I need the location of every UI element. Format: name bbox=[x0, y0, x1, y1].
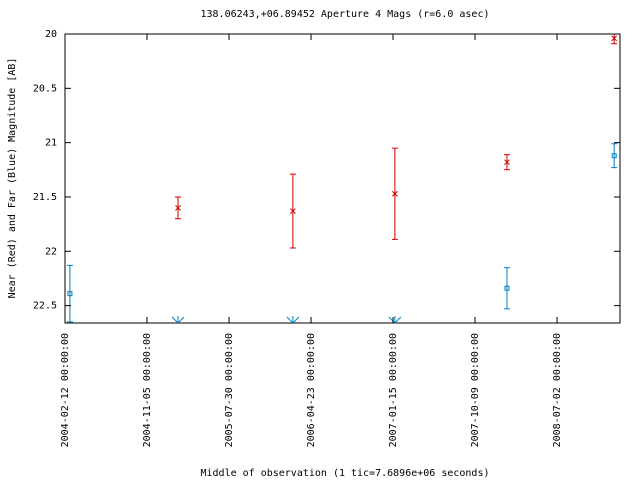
point bbox=[611, 35, 618, 42]
chart-title: 138.06243,+06.89452 Aperture 4 Mags (r=6… bbox=[201, 9, 490, 20]
error-bar bbox=[611, 143, 618, 169]
y-axis-label: Near (Red) and Far (Blue) Magnitude [AB] bbox=[7, 58, 18, 299]
y-tick-label: 22.5 bbox=[33, 301, 57, 312]
x-tick-label: 2004-11-05 00:00:00 bbox=[142, 333, 153, 447]
point bbox=[504, 159, 510, 166]
plot-area bbox=[66, 34, 618, 323]
point bbox=[611, 153, 617, 159]
y-tick-label: 20.5 bbox=[33, 83, 57, 94]
point bbox=[67, 291, 73, 297]
error-bar bbox=[503, 267, 510, 310]
point bbox=[286, 316, 300, 323]
y-tick-label: 22 bbox=[45, 246, 57, 257]
point bbox=[388, 316, 402, 323]
point bbox=[171, 316, 185, 323]
point bbox=[504, 285, 510, 291]
x-axis-label: Middle of observation (1 tic=7.6896e+06 … bbox=[201, 468, 490, 479]
x-tick-label: 2006-04-23 00:00:00 bbox=[306, 333, 317, 447]
x-tick-label: 2007-10-09 00:00:00 bbox=[470, 333, 481, 447]
error-bar bbox=[66, 264, 73, 323]
y-tick-label: 21 bbox=[45, 138, 57, 149]
y-tick-label: 21.5 bbox=[33, 192, 57, 203]
x-tick-label: 2008-07-02 00:00:00 bbox=[552, 333, 563, 447]
plot-frame bbox=[64, 33, 621, 324]
x-tick-label: 2007-01-15 00:00:00 bbox=[388, 333, 399, 447]
x-tick-label: 2004-02-12 00:00:00 bbox=[60, 333, 71, 447]
y-tick-label: 20 bbox=[45, 29, 57, 40]
x-tick-label: 2005-07-30 00:00:00 bbox=[224, 333, 235, 447]
point bbox=[175, 204, 181, 211]
point bbox=[290, 208, 296, 214]
point bbox=[392, 190, 398, 197]
